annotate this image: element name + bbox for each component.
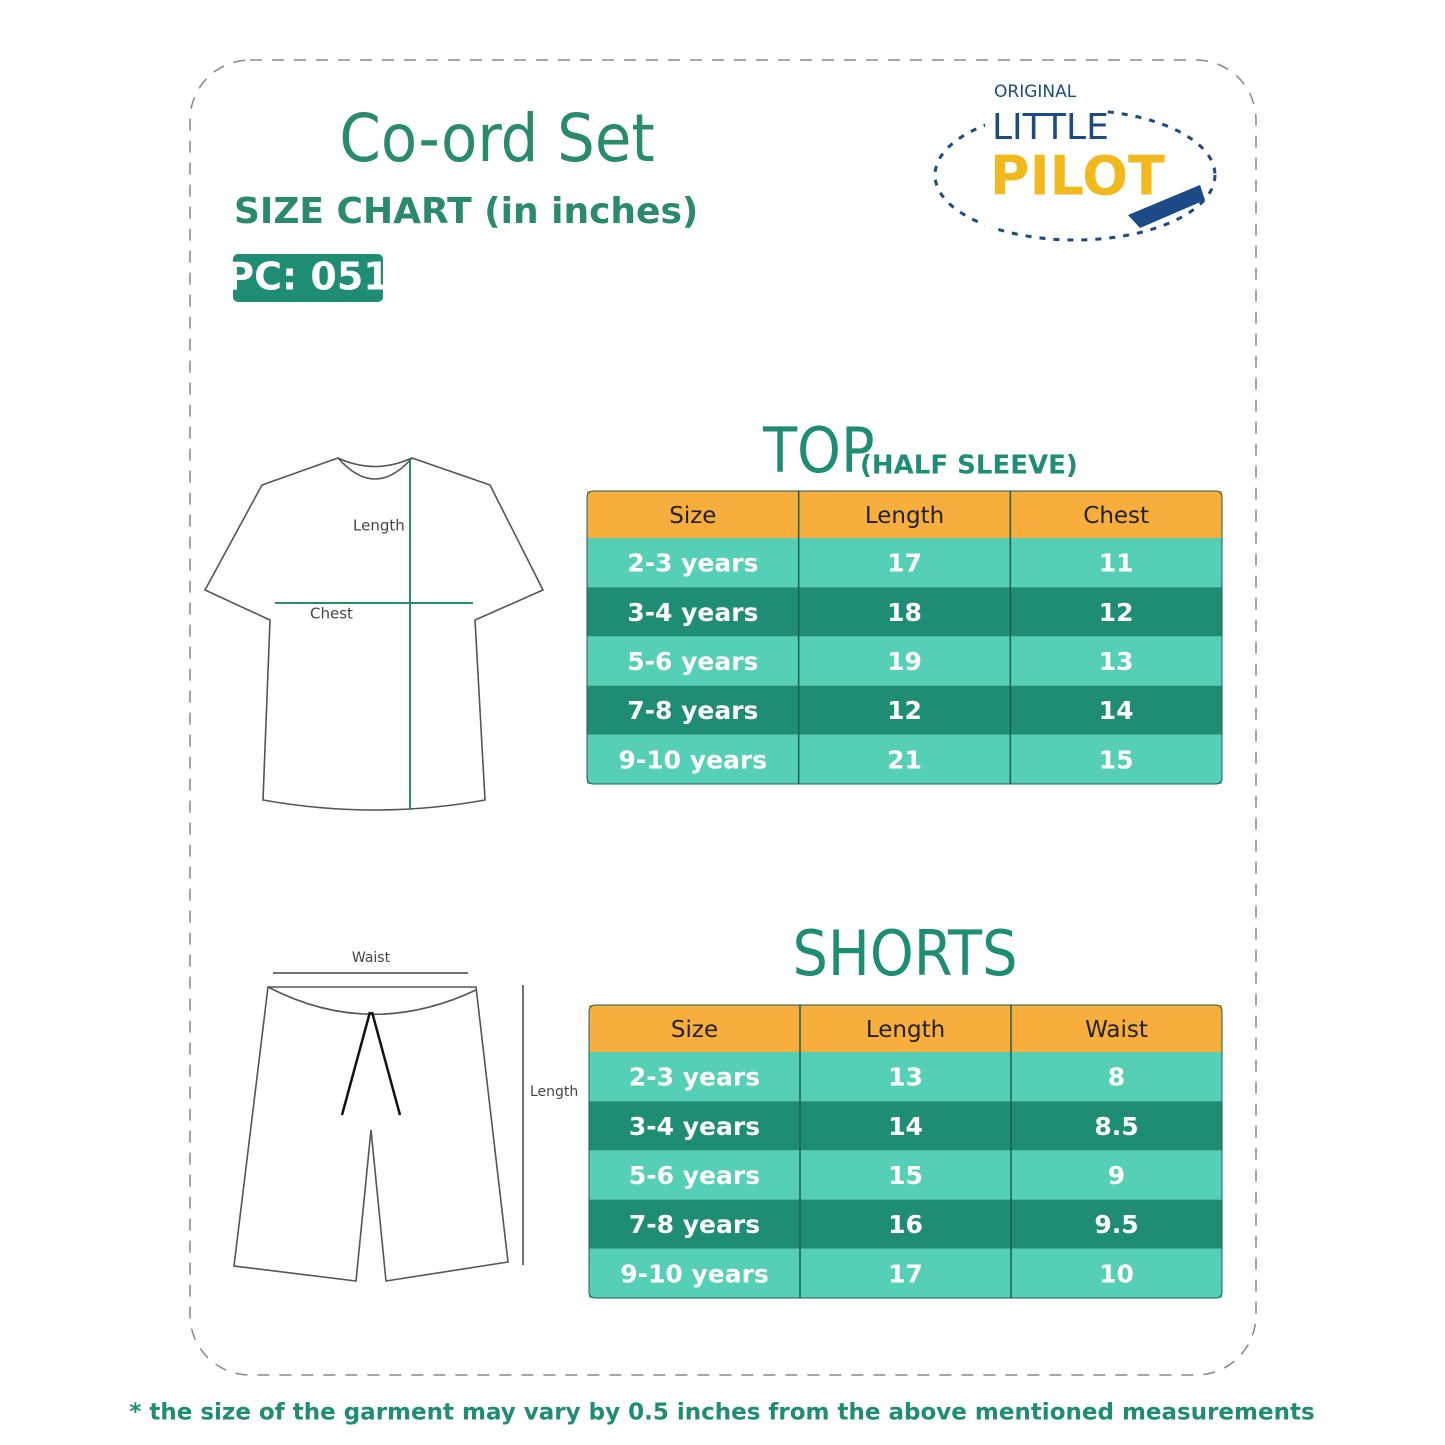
table-cell: 17	[888, 1259, 923, 1288]
table-cell: 3-4 years	[629, 1112, 760, 1141]
page-border	[189, 59, 1257, 1376]
table-header-bg	[587, 491, 1222, 538]
table-cell: 12	[887, 696, 922, 725]
table-cell: 9	[1108, 1161, 1125, 1190]
table-cell: 5-6 years	[627, 647, 758, 676]
table-cell: 14	[1099, 696, 1134, 725]
table-cell: 11	[1099, 549, 1134, 578]
table-cell: 19	[887, 647, 922, 676]
table-cell: 10	[1099, 1259, 1134, 1288]
column-header: Length	[866, 1017, 945, 1043]
footnote: * the size of the garment may vary by 0.…	[129, 1400, 1314, 1426]
logo-original: ORIGINAL	[994, 82, 1077, 102]
title: Co-ord Set	[339, 100, 654, 177]
column-header: Size	[669, 503, 716, 529]
tshirt-chest-label: Chest	[310, 605, 353, 623]
table-row-bg	[589, 1101, 1222, 1151]
table-cell: 16	[888, 1210, 923, 1239]
table-row-bg	[587, 636, 1222, 686]
column-header: Length	[865, 503, 944, 529]
table-cell: 21	[887, 745, 922, 774]
column-header: Chest	[1083, 503, 1149, 529]
table-row-bg	[587, 734, 1222, 784]
table-cell: 18	[887, 598, 922, 627]
table-cell: 5-6 years	[629, 1161, 760, 1190]
table-cell: 14	[888, 1112, 923, 1141]
logo-plane	[1128, 185, 1205, 228]
table-header-bg	[589, 1005, 1222, 1052]
logo-ring	[933, 108, 1217, 242]
table-row-bg	[589, 1150, 1222, 1200]
table-cell: 15	[888, 1161, 923, 1190]
table-cell: 17	[887, 549, 922, 578]
logo-little: LITTLE	[992, 107, 1109, 148]
table-cell: 9-10 years	[619, 745, 768, 774]
table-row-bg	[587, 685, 1222, 735]
table-cell: 15	[1099, 745, 1134, 774]
column-header: Size	[671, 1017, 718, 1043]
table-cell: 13	[1099, 647, 1134, 676]
table-border	[588, 1004, 1223, 1299]
shorts-title: SHORTS	[793, 917, 1018, 990]
shorts-waist-label: Waist	[352, 950, 391, 966]
tshirt-drawing	[203, 457, 545, 811]
tshirt-length-label: Length	[353, 517, 405, 535]
table-cell: 3-4 years	[627, 598, 758, 627]
table-cell: 13	[888, 1063, 923, 1092]
subtitle: SIZE CHART (in inches)	[234, 191, 698, 232]
top-title: TOP	[762, 414, 875, 487]
table-cell: 12	[1099, 598, 1134, 627]
column-header: Waist	[1085, 1017, 1148, 1043]
table-cell: 8.5	[1094, 1112, 1138, 1141]
table-cell: 9-10 years	[620, 1259, 769, 1288]
table-row-bg	[589, 1199, 1222, 1249]
shorts-drawing	[233, 986, 509, 1282]
table-cell: 2-3 years	[629, 1063, 760, 1092]
table-row-bg	[587, 587, 1222, 637]
table-row-bg	[589, 1052, 1222, 1102]
table-cell: 9.5	[1094, 1210, 1138, 1239]
table-cell: 8	[1108, 1063, 1125, 1092]
shorts-length-label: Length	[530, 1084, 578, 1100]
table-cell: 2-3 years	[627, 549, 758, 578]
logo-pilot: PILOT	[990, 145, 1165, 208]
table-cell: 7-8 years	[629, 1210, 760, 1239]
table-border	[586, 490, 1223, 785]
table-row-bg	[589, 1248, 1222, 1298]
table-row-bg	[587, 538, 1222, 588]
code-badge	[233, 254, 383, 302]
logo-mask	[985, 78, 1105, 228]
product-code: PC: 051	[226, 255, 390, 299]
top-subtitle: (HALF SLEEVE)	[860, 451, 1078, 481]
table-cell: 7-8 years	[627, 696, 758, 725]
